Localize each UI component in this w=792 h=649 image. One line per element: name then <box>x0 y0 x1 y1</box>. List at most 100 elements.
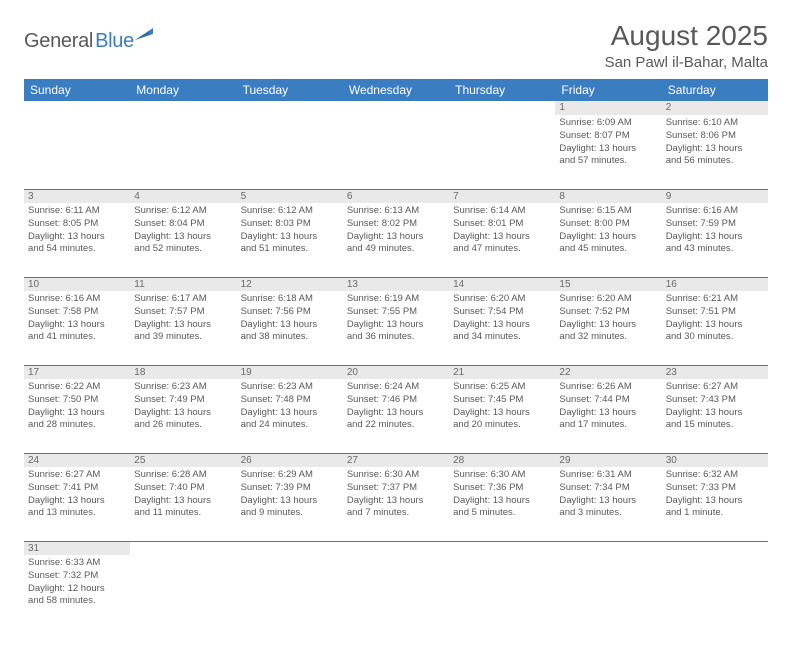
day-cell: Sunrise: 6:30 AMSunset: 7:37 PMDaylight:… <box>343 467 449 541</box>
sunrise-text: Sunrise: 6:23 AM <box>134 381 232 394</box>
sunrise-text: Sunrise: 6:15 AM <box>559 205 657 218</box>
sunrise-text: Sunrise: 6:32 AM <box>666 469 764 482</box>
brand-logo: GeneralBlue <box>24 20 153 53</box>
daynum-cell: 11 <box>130 277 236 291</box>
sunset-text: Sunset: 7:45 PM <box>453 394 551 407</box>
daynum-cell <box>449 541 555 555</box>
day-number: 21 <box>453 367 464 378</box>
day-cell: Sunrise: 6:15 AMSunset: 8:00 PMDaylight:… <box>555 203 661 277</box>
title-block: August 2025 San Pawl il-Bahar, Malta <box>605 20 768 71</box>
sunrise-text: Sunrise: 6:25 AM <box>453 381 551 394</box>
sunset-text: Sunset: 8:01 PM <box>453 218 551 231</box>
daylight-text-2: and 47 minutes. <box>453 243 551 256</box>
day-cell: Sunrise: 6:23 AMSunset: 7:49 PMDaylight:… <box>130 379 236 453</box>
dayname: Thursday <box>449 79 555 101</box>
daylight-text-2: and 56 minutes. <box>666 155 764 168</box>
daylight-text-2: and 39 minutes. <box>134 331 232 344</box>
content-row: Sunrise: 6:16 AMSunset: 7:58 PMDaylight:… <box>24 291 768 365</box>
sunset-text: Sunset: 8:07 PM <box>559 130 657 143</box>
daylight-text: Daylight: 13 hours <box>347 407 445 420</box>
daylight-text-2: and 41 minutes. <box>28 331 126 344</box>
daylight-text-2: and 5 minutes. <box>453 507 551 520</box>
daylight-text: Daylight: 13 hours <box>347 495 445 508</box>
sunrise-text: Sunrise: 6:20 AM <box>559 293 657 306</box>
daylight-text-2: and 51 minutes. <box>241 243 339 256</box>
sunrise-text: Sunrise: 6:11 AM <box>28 205 126 218</box>
day-cell: Sunrise: 6:14 AMSunset: 8:01 PMDaylight:… <box>449 203 555 277</box>
daylight-text-2: and 1 minute. <box>666 507 764 520</box>
day-number: 16 <box>666 279 677 290</box>
daylight-text: Daylight: 13 hours <box>666 407 764 420</box>
sunrise-text: Sunrise: 6:13 AM <box>347 205 445 218</box>
daynum-cell <box>24 101 130 115</box>
daylight-text-2: and 20 minutes. <box>453 419 551 432</box>
day-cell: Sunrise: 6:13 AMSunset: 8:02 PMDaylight:… <box>343 203 449 277</box>
day-cell <box>130 115 236 189</box>
day-number: 4 <box>134 191 140 202</box>
daylight-text: Daylight: 13 hours <box>559 143 657 156</box>
sunrise-text: Sunrise: 6:28 AM <box>134 469 232 482</box>
day-cell: Sunrise: 6:27 AMSunset: 7:43 PMDaylight:… <box>662 379 768 453</box>
daynum-cell: 22 <box>555 365 661 379</box>
day-number: 7 <box>453 191 459 202</box>
sunrise-text: Sunrise: 6:27 AM <box>28 469 126 482</box>
daynum-cell: 25 <box>130 453 236 467</box>
daylight-text-2: and 17 minutes. <box>559 419 657 432</box>
day-number: 1 <box>559 102 565 113</box>
daynum-cell: 5 <box>237 189 343 203</box>
daylight-text: Daylight: 13 hours <box>241 495 339 508</box>
day-number: 25 <box>134 455 145 466</box>
sunrise-text: Sunrise: 6:27 AM <box>666 381 764 394</box>
sunrise-text: Sunrise: 6:20 AM <box>453 293 551 306</box>
daynum-row: 12 <box>24 101 768 115</box>
day-cell: Sunrise: 6:12 AMSunset: 8:04 PMDaylight:… <box>130 203 236 277</box>
daylight-text: Daylight: 13 hours <box>453 495 551 508</box>
sunset-text: Sunset: 7:37 PM <box>347 482 445 495</box>
daynum-cell: 10 <box>24 277 130 291</box>
dayname: Friday <box>555 79 661 101</box>
day-number: 13 <box>347 279 358 290</box>
sunset-text: Sunset: 7:48 PM <box>241 394 339 407</box>
sunset-text: Sunset: 7:39 PM <box>241 482 339 495</box>
day-number: 14 <box>453 279 464 290</box>
sunset-text: Sunset: 8:04 PM <box>134 218 232 231</box>
daylight-text: Daylight: 13 hours <box>666 495 764 508</box>
day-number: 2 <box>666 102 672 113</box>
day-number: 6 <box>347 191 353 202</box>
daylight-text-2: and 3 minutes. <box>559 507 657 520</box>
daynum-cell: 1 <box>555 101 661 115</box>
daylight-text: Daylight: 13 hours <box>28 319 126 332</box>
day-number: 26 <box>241 455 252 466</box>
daynum-cell: 23 <box>662 365 768 379</box>
daylight-text-2: and 58 minutes. <box>28 595 126 608</box>
day-number: 31 <box>28 543 39 554</box>
daylight-text: Daylight: 13 hours <box>666 231 764 244</box>
daylight-text: Daylight: 12 hours <box>28 583 126 596</box>
day-cell <box>130 555 236 629</box>
sunset-text: Sunset: 7:36 PM <box>453 482 551 495</box>
daynum-cell <box>130 101 236 115</box>
daylight-text-2: and 34 minutes. <box>453 331 551 344</box>
sunrise-text: Sunrise: 6:12 AM <box>134 205 232 218</box>
daylight-text-2: and 30 minutes. <box>666 331 764 344</box>
calendar-table: Sunday Monday Tuesday Wednesday Thursday… <box>24 79 768 629</box>
sunrise-text: Sunrise: 6:12 AM <box>241 205 339 218</box>
daynum-cell: 9 <box>662 189 768 203</box>
sunrise-text: Sunrise: 6:19 AM <box>347 293 445 306</box>
day-number: 8 <box>559 191 565 202</box>
daynum-cell: 28 <box>449 453 555 467</box>
dayname: Monday <box>130 79 236 101</box>
sunset-text: Sunset: 8:05 PM <box>28 218 126 231</box>
day-number: 28 <box>453 455 464 466</box>
sunrise-text: Sunrise: 6:14 AM <box>453 205 551 218</box>
sunset-text: Sunset: 7:59 PM <box>666 218 764 231</box>
sunrise-text: Sunrise: 6:31 AM <box>559 469 657 482</box>
daylight-text: Daylight: 13 hours <box>453 231 551 244</box>
daynum-cell: 2 <box>662 101 768 115</box>
daylight-text-2: and 15 minutes. <box>666 419 764 432</box>
day-number: 18 <box>134 367 145 378</box>
day-cell: Sunrise: 6:32 AMSunset: 7:33 PMDaylight:… <box>662 467 768 541</box>
daylight-text-2: and 43 minutes. <box>666 243 764 256</box>
flag-icon <box>135 28 153 40</box>
daynum-cell <box>237 541 343 555</box>
